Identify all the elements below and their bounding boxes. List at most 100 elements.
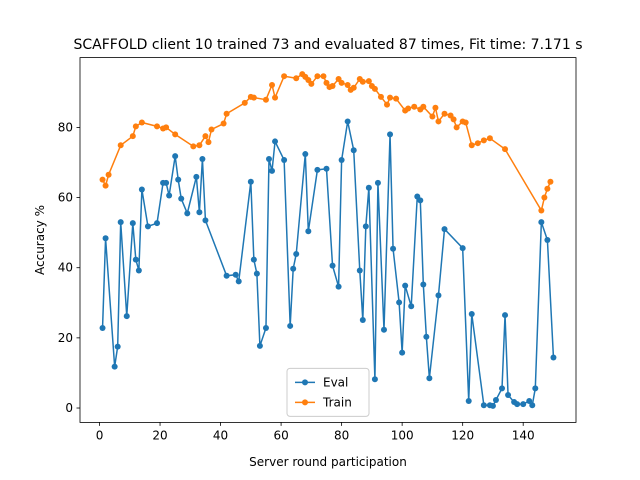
x-tick-label: 100 — [391, 428, 414, 442]
data-point — [323, 165, 330, 172]
data-point — [396, 299, 403, 306]
data-point — [129, 133, 136, 140]
data-point — [362, 223, 369, 230]
data-point — [441, 110, 448, 117]
data-point — [196, 142, 203, 149]
data-point — [102, 182, 109, 189]
data-point — [235, 278, 242, 285]
plot-frame — [79, 57, 577, 423]
x-tick-label: 40 — [213, 428, 228, 442]
legend-label: Eval — [323, 375, 348, 389]
data-point — [377, 93, 384, 100]
data-point — [135, 267, 142, 274]
data-point — [320, 73, 327, 80]
data-point — [547, 178, 554, 185]
data-point — [371, 85, 378, 92]
data-point — [250, 94, 257, 101]
data-point — [529, 402, 536, 409]
data-point — [402, 282, 409, 289]
data-point — [350, 147, 357, 154]
data-point — [262, 325, 269, 332]
y-tick-label: 60 — [58, 191, 73, 205]
data-point — [220, 120, 227, 127]
data-point — [371, 376, 378, 383]
data-point — [202, 217, 209, 224]
data-point — [380, 326, 387, 333]
x-tick-label: 80 — [334, 428, 349, 442]
data-point — [193, 173, 200, 180]
data-point — [293, 75, 300, 82]
data-point — [208, 126, 215, 133]
data-point — [241, 99, 248, 106]
data-point — [468, 311, 475, 318]
x-tick-label: 60 — [273, 428, 288, 442]
data-point — [184, 210, 191, 217]
data-point — [99, 325, 106, 332]
data-point — [426, 375, 433, 382]
data-point — [199, 155, 206, 162]
data-point — [541, 194, 548, 201]
data-point — [132, 256, 139, 263]
data-point — [356, 267, 363, 274]
data-point — [232, 271, 239, 278]
data-point — [175, 176, 182, 183]
data-point — [250, 256, 257, 263]
legend-box — [286, 367, 370, 417]
data-point — [465, 398, 472, 405]
data-point — [308, 80, 315, 87]
data-point — [154, 220, 161, 227]
data-point — [417, 197, 424, 204]
data-point — [205, 139, 212, 146]
data-point — [423, 333, 430, 340]
data-point — [492, 396, 499, 403]
data-point — [172, 153, 179, 160]
data-point — [338, 157, 345, 164]
data-point — [435, 118, 442, 125]
data-point — [365, 78, 372, 85]
data-point — [293, 251, 300, 258]
data-point — [365, 184, 372, 191]
y-tick-label: 0 — [65, 401, 73, 415]
data-point — [462, 119, 469, 126]
data-point — [163, 179, 170, 186]
x-tick-label: 20 — [152, 428, 167, 442]
data-point — [474, 140, 481, 147]
data-point — [223, 272, 230, 279]
data-point — [290, 265, 297, 272]
legend-marker — [302, 379, 308, 386]
data-point — [344, 81, 351, 88]
data-point — [202, 133, 209, 140]
data-point — [480, 402, 487, 409]
data-point — [190, 143, 197, 150]
data-point — [502, 146, 509, 153]
data-point — [305, 228, 312, 235]
data-point — [129, 220, 136, 227]
data-point — [117, 219, 124, 226]
x-axis-label: Server round participation — [249, 455, 407, 469]
data-point — [468, 142, 475, 149]
data-point — [502, 312, 509, 319]
y-axis-label: Accuracy % — [33, 205, 47, 275]
data-point — [387, 94, 394, 101]
data-point — [314, 166, 321, 173]
data-point — [405, 105, 412, 112]
data-point — [114, 343, 121, 350]
data-point — [272, 94, 279, 101]
data-point — [387, 131, 394, 138]
data-point — [281, 157, 288, 164]
data-point — [450, 116, 457, 123]
data-point — [269, 81, 276, 88]
y-tick-label: 80 — [58, 120, 73, 134]
chart-title: SCAFFOLD client 10 trained 73 and evalua… — [74, 37, 583, 53]
data-point — [505, 392, 512, 399]
data-point — [350, 84, 357, 91]
data-point — [144, 223, 151, 230]
data-point — [489, 402, 496, 409]
data-point — [247, 178, 254, 185]
data-point — [302, 151, 309, 158]
data-point — [329, 83, 336, 90]
data-point — [196, 209, 203, 216]
data-point — [359, 316, 366, 323]
x-tick-label: 120 — [451, 428, 474, 442]
